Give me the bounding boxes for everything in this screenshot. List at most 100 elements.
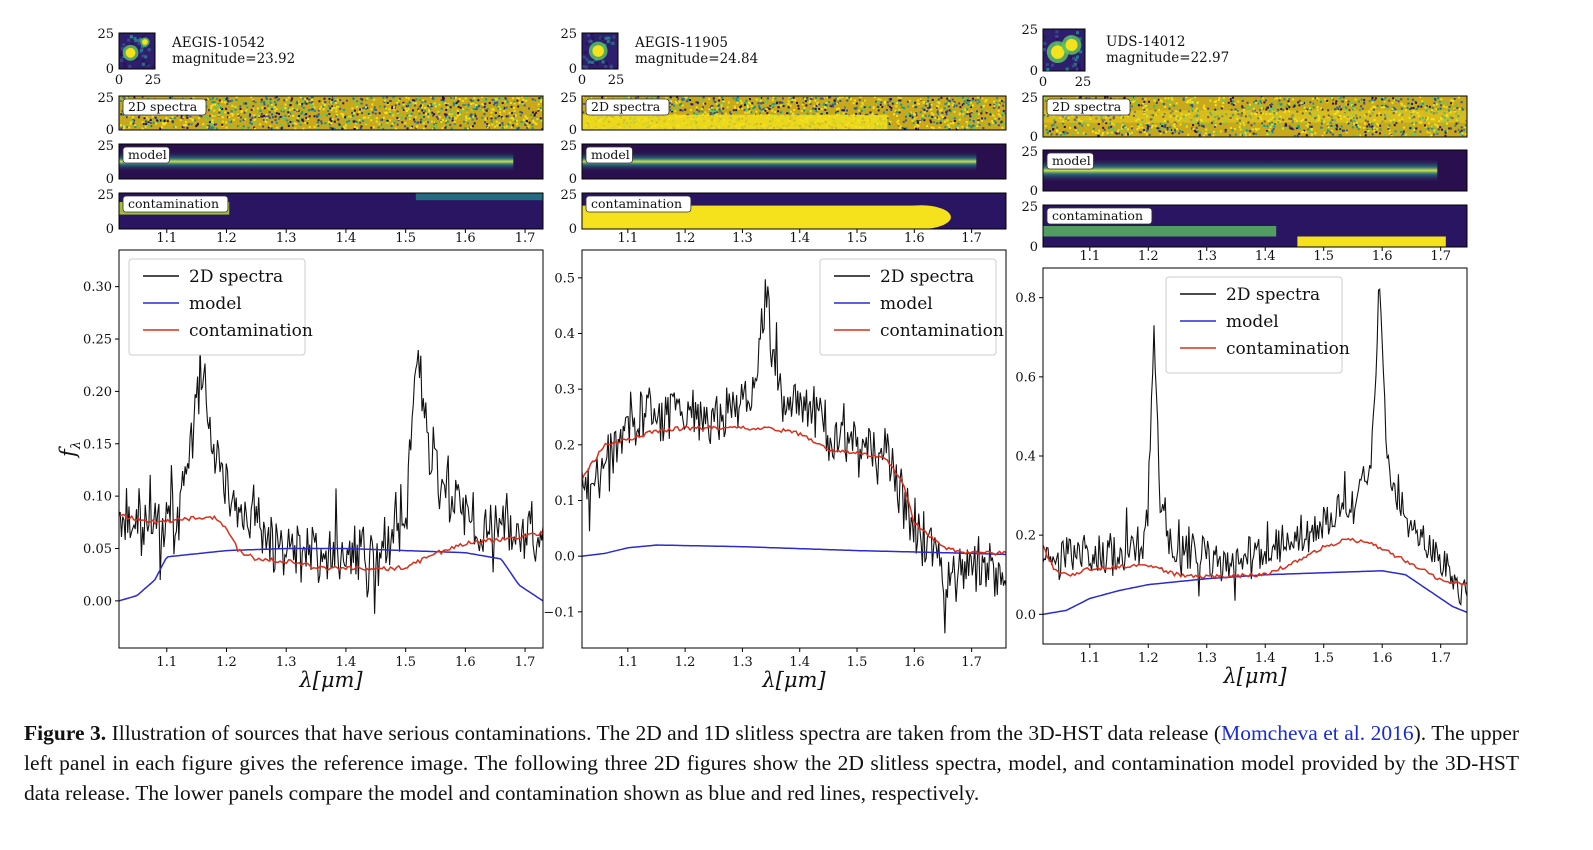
strip-pixel: [1343, 106, 1346, 109]
strip-pixel: [1241, 112, 1244, 115]
strip-pixel: [1191, 98, 1194, 101]
strip-pixel: [208, 118, 211, 121]
strip-pixel: [919, 111, 922, 114]
strip-pixel: [337, 105, 340, 108]
strip-xtick-label: 1.3: [1196, 249, 1217, 264]
strip-pixel: [1400, 130, 1403, 133]
strip-pixel: [268, 99, 271, 102]
strip-pixel: [1343, 113, 1346, 116]
strip-pixel: [1244, 115, 1247, 118]
strip-pixel: [1169, 111, 1172, 114]
strip-pixel: [355, 105, 358, 108]
strip-pixel: [1157, 98, 1160, 101]
strip-pixel: [1194, 96, 1197, 99]
strip-pixel: [1308, 125, 1311, 128]
strip-pixel: [274, 115, 277, 118]
strip-pixel: [1369, 121, 1372, 124]
strip-pixel: [897, 96, 900, 99]
strip-pixel: [169, 118, 172, 121]
citation-link[interactable]: Momcheva et al. 2016: [1221, 721, 1414, 745]
strip-pixel: [904, 119, 907, 122]
strip-pixel: [1246, 101, 1249, 104]
strip-pixel: [493, 116, 496, 119]
strip-pixel: [131, 122, 134, 125]
citation-year[interactable]: 2016: [1370, 721, 1414, 745]
strip-pixel: [1258, 102, 1261, 105]
strip-pixel: [1352, 117, 1355, 120]
strip-pixel: [1379, 124, 1382, 127]
strip-pixel: [493, 125, 496, 128]
strip-pixel: [918, 102, 921, 105]
strip-pixel: [493, 103, 496, 106]
strip-pixel: [457, 112, 460, 115]
strip-pixel: [1098, 129, 1101, 132]
strip-pixel: [428, 104, 431, 107]
thumbnail-noise: [1074, 58, 1078, 62]
strip-pixel: [766, 97, 769, 100]
strip-pixel: [230, 124, 233, 127]
strip-pixel: [871, 112, 874, 115]
strip-pixel: [1457, 96, 1460, 99]
strip-pixel: [1139, 123, 1142, 126]
strip-pixel: [336, 104, 339, 107]
strip-pixel: [501, 102, 504, 105]
strip-pixel: [458, 97, 461, 100]
strip-pixel: [1333, 126, 1336, 129]
strip-pixel: [263, 114, 266, 117]
strip-pixel: [1182, 115, 1185, 118]
strip-pixel: [1438, 101, 1441, 104]
strip-pixel: [1363, 102, 1366, 105]
strip-pixel: [1063, 125, 1066, 128]
strip-pixel: [435, 125, 438, 128]
strip-pixel: [1204, 132, 1207, 135]
strip-pixel: [333, 96, 336, 99]
strip-pixel: [1053, 119, 1056, 122]
strip-ytick: 25: [97, 91, 114, 106]
strip-pixel: [505, 98, 508, 101]
strip-pixel: [1309, 101, 1312, 104]
strip-pixel: [953, 119, 956, 122]
strip-pixel: [281, 124, 284, 127]
strip-pixel: [225, 121, 228, 124]
strip-pixel: [1410, 102, 1413, 105]
strip-pixel: [1108, 126, 1111, 129]
strip-pixel: [1439, 126, 1442, 129]
strip-pixel: [1347, 116, 1350, 119]
strip-pixel: [344, 127, 347, 130]
strip-pixel: [836, 107, 839, 110]
strip-pixel: [980, 106, 983, 109]
strip-pixel: [831, 103, 834, 106]
thumbnail-noise: [1065, 67, 1069, 71]
strip-pixel: [120, 113, 123, 116]
strip-pixel: [1153, 96, 1156, 99]
thumbnail-xtick: 0: [1039, 75, 1047, 90]
strip-pixel: [791, 98, 794, 101]
strip-pixel: [849, 98, 852, 101]
strip-ytick: 0: [569, 123, 577, 138]
strip-pixel: [823, 103, 826, 106]
strip-pixel: [1288, 106, 1291, 109]
strip-pixel: [1085, 97, 1088, 100]
strip-pixel: [1265, 113, 1268, 116]
strip-pixel: [967, 124, 970, 127]
strip-pixel: [1354, 103, 1357, 106]
strip-pixel: [1151, 122, 1154, 125]
strip-pixel: [444, 102, 447, 105]
strip-pixel: [1239, 122, 1242, 125]
citation-authors[interactable]: Momcheva et al.: [1221, 721, 1366, 745]
strip-pixel: [739, 100, 742, 103]
strip-pixel: [989, 113, 992, 116]
strip-pixel: [970, 125, 973, 128]
strip-pixel: [1314, 111, 1317, 114]
strip-pixel: [1318, 117, 1321, 120]
strip-pixel: [1395, 110, 1398, 113]
strip-pixel: [858, 99, 861, 102]
strip-pixel: [691, 103, 694, 106]
strip-pixel: [1120, 116, 1123, 119]
strip-pixel: [1432, 118, 1435, 121]
strip-pixel: [1381, 102, 1384, 105]
strip-xtick-label: 1.4: [789, 231, 810, 246]
strip-pixel: [829, 96, 832, 99]
strip-pixel: [953, 117, 956, 120]
plot-frame: [118, 249, 544, 649]
